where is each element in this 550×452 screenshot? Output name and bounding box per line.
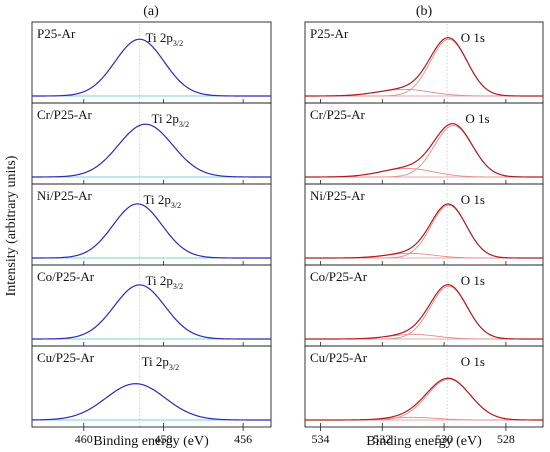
shoulder-component [305, 88, 543, 97]
peak-label: O 1s [461, 354, 485, 369]
main-component [305, 125, 543, 178]
peak-label-subscript: 3/2 [173, 282, 183, 291]
peak-label: Ti 2p3/2 [152, 111, 190, 129]
main-component [305, 378, 543, 421]
y-axis-label: Intensity (arbitrary units) [4, 155, 19, 296]
panel-a-label: (a) [143, 4, 159, 19]
subplot-frame [304, 345, 544, 428]
peak-label: O 1s [465, 111, 489, 126]
panel-b-xlabel: Binding energy (eV) [366, 434, 482, 449]
x-tick-label: 528 [497, 432, 515, 446]
panel-a-xlabel: Binding energy (eV) [93, 434, 209, 449]
x-tick-label: 460 [75, 432, 93, 446]
x-tick-label: 532 [373, 432, 391, 446]
peak-label-subscript: 3/2 [173, 39, 183, 48]
spectrum-line [32, 203, 271, 259]
sample-label: Cu/P25-Ar [37, 350, 95, 365]
peak-label: Ti 2p3/2 [142, 354, 180, 372]
spectrum-line [304, 123, 543, 178]
peak-label: O 1s [461, 30, 485, 45]
main-component [305, 204, 543, 259]
subplot-frame [31, 345, 272, 428]
panel-a: (a) Ti 2p3/2 P25-Ar Ti 2p3/2 Cr/P25-Ar Ti 2p… [31, 4, 272, 449]
sample-label: Co/P25-Ar [310, 269, 368, 284]
sample-label: Cr/P25-Ar [310, 107, 366, 122]
peak-label-subscript: 3/2 [169, 363, 179, 372]
spectrum-line [305, 284, 543, 340]
spectrum-line [305, 377, 543, 421]
peak-label: O 1s [461, 273, 485, 288]
sample-label: Cr/P25-Ar [37, 107, 93, 122]
peak-label: Ti 2p3/2 [144, 192, 182, 210]
sample-label: Ni/P25-Ar [310, 188, 366, 203]
sample-label: P25-Ar [37, 26, 76, 41]
sample-label: Ni/P25-Ar [37, 188, 93, 203]
peak-label: O 1s [461, 192, 485, 207]
peak-label-subscript: 3/2 [179, 120, 189, 129]
sample-label: Cu/P25-Ar [310, 350, 368, 365]
spectrum-line [32, 123, 271, 178]
peak-label: Ti 2p3/2 [146, 273, 184, 291]
x-tick-label: 530 [435, 432, 453, 446]
x-tick-label: 456 [234, 432, 252, 446]
sample-label: Co/P25-Ar [37, 269, 95, 284]
panel-b: (b) O 1s P25-Ar O 1s Cr/P25-Ar O 1s Ni/P25-Ar… [304, 4, 544, 449]
spectrum-line [305, 37, 543, 97]
x-tick-label: 458 [154, 432, 172, 446]
spectrum-line [32, 38, 271, 97]
x-tick-label: 534 [311, 432, 329, 446]
sample-label: P25-Ar [310, 26, 349, 41]
spectrum-line [31, 383, 271, 421]
spectrum-line [305, 203, 543, 259]
panel-b-label: (b) [416, 4, 433, 19]
peak-label-subscript: 3/2 [171, 201, 181, 210]
spectrum-line [32, 284, 271, 340]
